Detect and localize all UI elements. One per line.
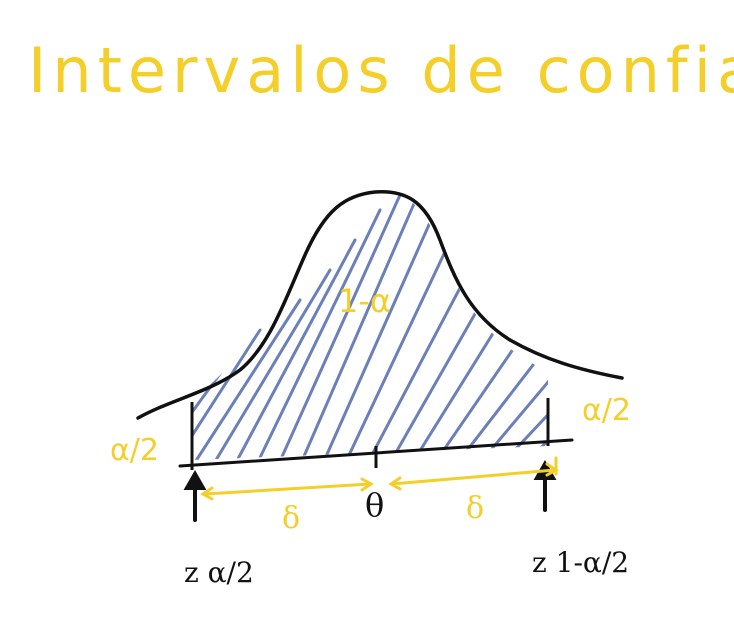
bell-curve [136, 190, 624, 420]
right-delta-label: δ [466, 491, 484, 526]
right-bound-label: z 1-α/2 [532, 546, 629, 579]
confidence-area-hatching [192, 190, 548, 460]
center-area-label: 1-α [338, 282, 391, 320]
left-tail-label: α/2 [110, 433, 159, 468]
right-tail-label: α/2 [582, 393, 631, 428]
center-point-label: θ [365, 486, 384, 524]
title: Intervalos de confianza [28, 34, 734, 107]
delta-brackets [200, 456, 559, 501]
left-bound-label: z α/2 [184, 556, 254, 589]
left-delta-label: δ [282, 501, 300, 536]
